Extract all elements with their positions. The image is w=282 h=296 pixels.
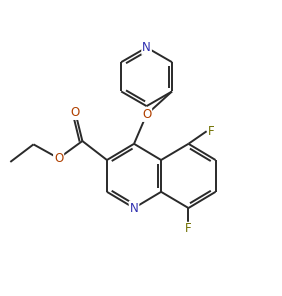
Text: O: O — [142, 108, 151, 121]
Text: N: N — [130, 202, 138, 215]
Text: F: F — [208, 125, 215, 138]
Text: F: F — [185, 223, 192, 236]
Text: N: N — [142, 41, 151, 54]
Text: O: O — [54, 152, 63, 165]
Text: O: O — [71, 106, 80, 119]
